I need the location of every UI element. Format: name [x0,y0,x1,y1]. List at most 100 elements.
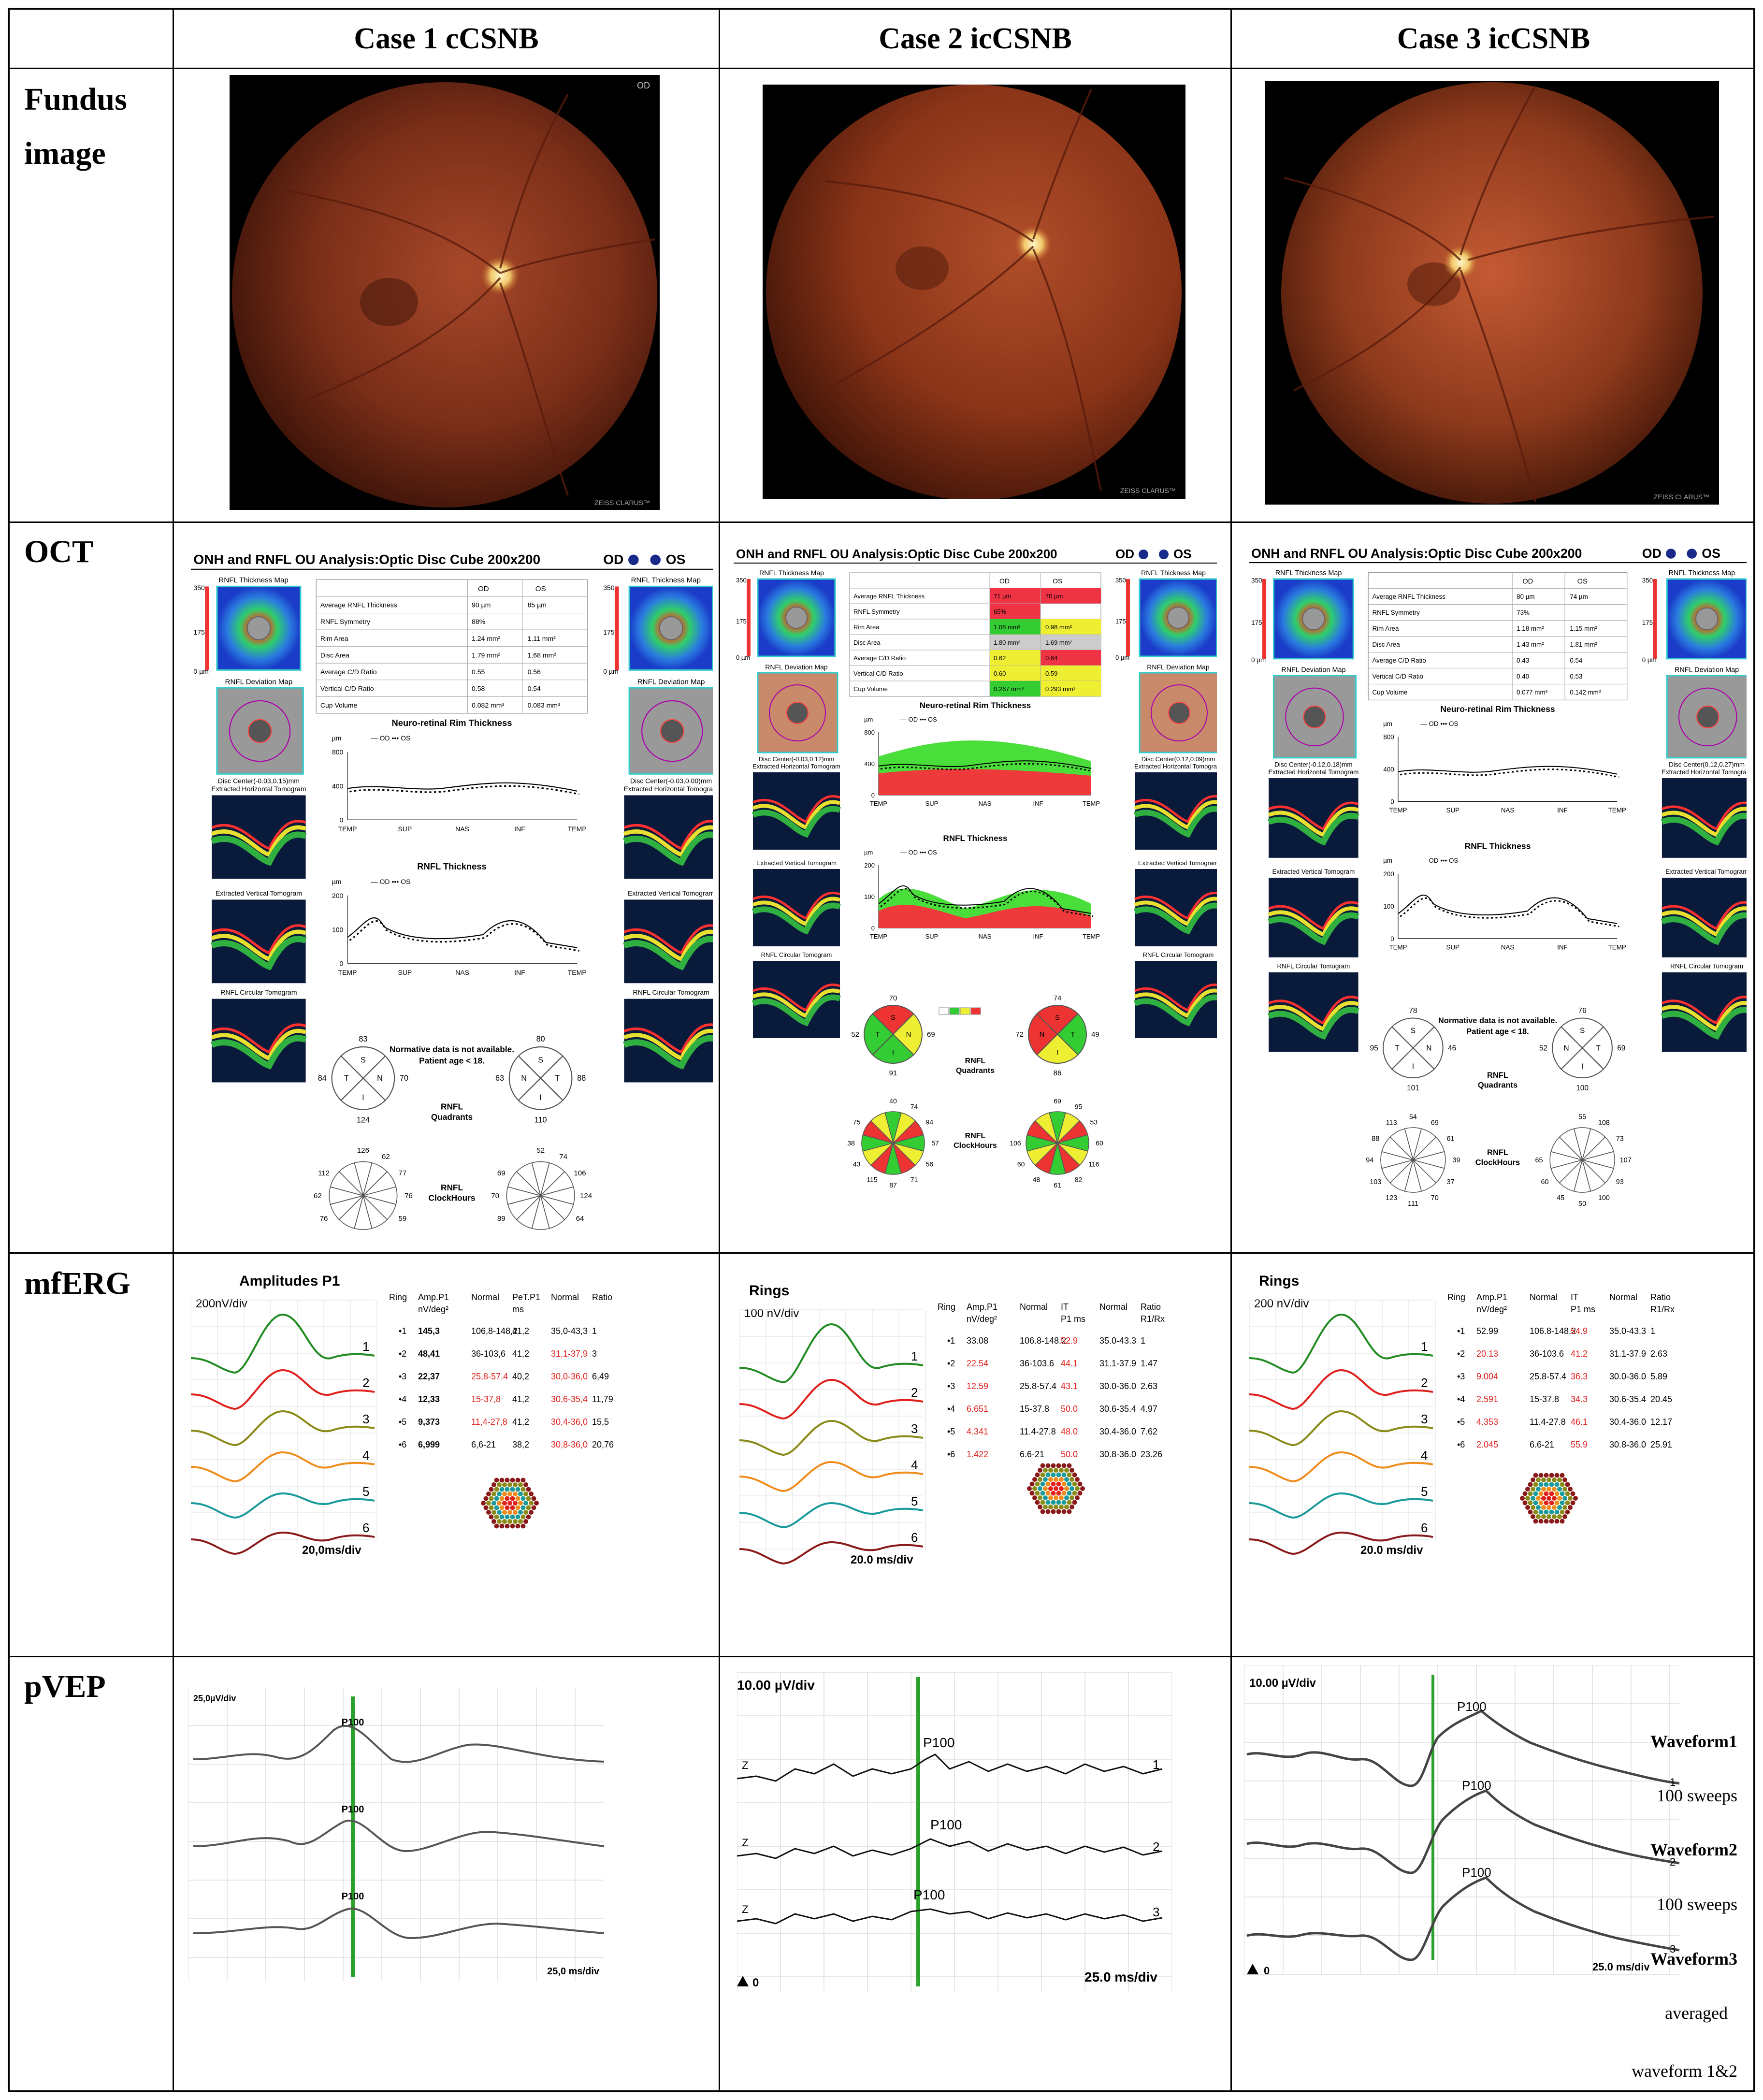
scale-label: 175 [1642,619,1653,626]
plot-legend: — OD ••• OS [1420,857,1458,864]
oct-title: ONH and RNFL OU Analysis:Optic Disc Cube… [1251,546,1582,561]
oct-report-case3: ONH and RNFL OU Analysis:Optic Disc Cube… [1249,546,1747,1208]
mferg-ring-trace [739,1541,924,1565]
mferg-cell: •1 [947,1336,955,1346]
hexagon-element [1035,1491,1040,1496]
hexagon-element [520,1514,526,1520]
mferg-col-header: nV/deg² [418,1304,448,1314]
mferg-cell: 41,2 [512,1417,529,1427]
thickness-map-label: RNFL Thickness Map [218,576,288,584]
fundus-image-case1: OD ZEISS CLARUS™ [230,75,660,510]
quadrant-letter: I [362,1093,364,1102]
clockhour-value: 69 [497,1169,506,1177]
clockhours-label: ClockHours [429,1193,476,1203]
quadrant-letter: I [1056,1048,1058,1057]
mferg-cell: 41,2 [512,1394,529,1404]
hexagon-element [513,1492,518,1496]
plot-title: RNFL Thickness [1465,841,1531,851]
mferg-cell: 22.54 [967,1359,988,1368]
table-value-os: 0.083 mm³ [528,701,560,709]
hexagon-element [1061,1491,1067,1496]
fundus-brand: ZEISS CLARUS™ [1654,493,1709,501]
hexagon-element [1552,1477,1557,1482]
pvep-z-label: Z [742,1903,748,1915]
mferg-report-case2: Rings 100 nV/div 1 2 3 4 5 6 20.0 ms/div Ring Amp.… [739,1283,1165,1566]
mferg-ring-trace [191,1451,375,1483]
os-curve [1400,768,1619,778]
clockhour-value: 64 [576,1215,584,1223]
mferg-cell: 30,6-35,4 [551,1394,588,1404]
table-value-od: 1.08 mm² [994,623,1021,631]
mferg-time: 20.0 ms/div [851,1553,913,1566]
clockhour-value: 70 [1431,1194,1439,1202]
clockhour-value: 39 [1452,1157,1460,1164]
mferg-cell: 4.97 [1141,1404,1157,1414]
hexagon-element [1064,1468,1069,1473]
x-tick: SUP [925,800,939,807]
od-dot-icon [628,554,639,565]
mferg-cell: •2 [1457,1349,1465,1359]
mferg-cell: 36-103.6 [1530,1349,1564,1359]
os-curve [880,763,1094,772]
deviation-map-label: RNFL Deviation Map [1147,663,1210,671]
table-label: Vertical C/D Ratio [320,684,374,692]
pvep-waveform-2 [737,1838,1163,1859]
hexagon-element [494,1523,499,1529]
ring-number: 6 [1421,1521,1428,1535]
mferg-cell: 36.3 [1571,1372,1588,1381]
mferg-cell: •3 [399,1372,406,1381]
hexagon-element [507,1482,512,1487]
p100-label: P100 [923,1735,954,1750]
mferg-cell: 36-103,6 [471,1349,506,1359]
mferg-cell: •6 [1457,1440,1465,1449]
x-tick: SUP [1446,943,1460,951]
mferg-col-header: Normal [1609,1292,1637,1302]
hexagon-element [1531,1477,1535,1482]
mferg-col-header: Normal [551,1292,579,1302]
mferg-cell: 30.0-36.0 [1609,1372,1646,1381]
hexagon-element [1531,1514,1535,1519]
p100-label: P100 [930,1817,962,1832]
hexagon-element [497,1501,502,1506]
ring-number: 4 [911,1458,918,1472]
deviation-map-label: RNFL Deviation Map [225,678,293,686]
row-label: OCT [24,534,94,569]
hexagon-element [1538,1500,1544,1506]
oct-title: ONH and RNFL OU Analysis:Optic Disc Cube… [193,552,540,567]
pvep-legend-item: 100 sweeps [1657,1895,1737,1914]
pvep-trace-number: 3 [1670,1943,1676,1955]
pvep-waveform-3 [1246,1876,1680,1961]
clockhour-value: 124 [580,1192,592,1200]
hexagon-element [1040,1463,1045,1468]
table-header-od: OD [1523,578,1533,585]
plot-title: Neuro-retinal Rim Thickness [920,701,1031,710]
os-dot-icon [1687,549,1697,559]
plot-title: RNFL Thickness [943,834,1008,843]
table-value-od: 0.267 mm³ [994,685,1024,693]
deviation-map-label: RNFL Deviation Map [637,678,705,686]
hexagon-element [1040,1491,1045,1496]
mferg-cell: 41,2 [512,1349,529,1359]
mferg-cell: 12,33 [418,1394,440,1404]
hexagon-element [1035,1481,1040,1487]
ring-number: 6 [362,1521,369,1535]
mferg-cell: 30,8-36,0 [551,1440,588,1449]
row-label: pVEP [24,1669,106,1704]
mferg-cell: 3 [592,1349,597,1359]
mferg-cell: •4 [1457,1394,1465,1404]
os-dot-icon [1159,550,1169,559]
mferg-cell: 6.6-21 [1020,1449,1044,1459]
x-tick: INF [1557,807,1568,814]
hexagon-element [1038,1477,1042,1482]
hexagon-element [1043,1505,1048,1509]
x-tick: TEMP [338,825,357,833]
mferg-cell: 1 [592,1326,597,1336]
p100-label: P100 [342,1804,364,1815]
x-tick: INF [1557,943,1568,951]
mferg-cell: 54.9 [1571,1326,1588,1336]
clockhour-value: 54 [1409,1114,1417,1121]
scale-label: 350 [193,584,205,592]
mferg-cell: 35.0-43.3 [1609,1326,1646,1336]
quadrants-label: Quadrants [431,1112,473,1122]
hexagon-element [1546,1514,1551,1519]
